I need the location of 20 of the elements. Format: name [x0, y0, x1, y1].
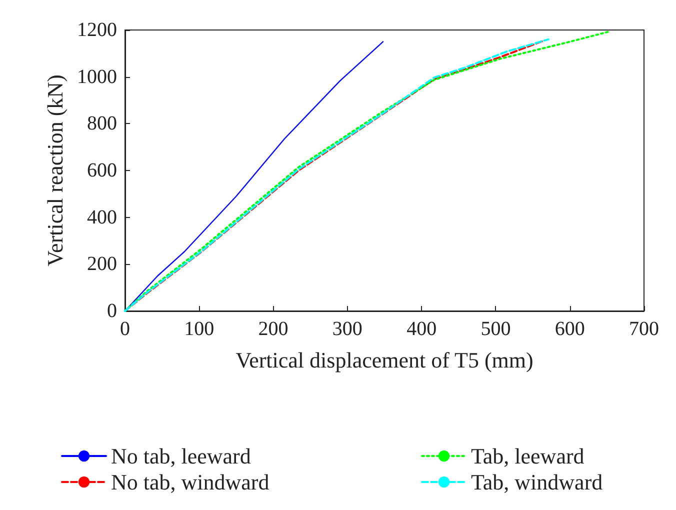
x-tick-label: 600	[554, 318, 585, 340]
y-tick-label: 800	[87, 112, 117, 135]
y-tick-label: 1000	[77, 66, 117, 88]
x-tick-label: 500	[480, 318, 511, 340]
legend-label: No tab, windward	[111, 470, 270, 494]
legend-label: Tab, windward	[471, 470, 603, 494]
x-tick-label: 100	[184, 318, 214, 340]
y-tick-label: 600	[87, 160, 117, 182]
y-tick-label: 0	[107, 300, 117, 322]
x-tick-label: 400	[406, 318, 437, 340]
y-tick-label: 200	[87, 253, 117, 276]
legend-label: No tab, leeward	[111, 444, 251, 468]
legend-label: Tab, leeward	[471, 444, 584, 468]
y-tick-label: 1200	[77, 19, 117, 41]
x-tick-label: 300	[332, 318, 362, 340]
y-tick-label: 400	[87, 206, 117, 228]
x-tick-label: 700	[629, 318, 659, 340]
x-tick-label: 200	[258, 318, 288, 340]
y-axis-title: Vertical reaction (kN)	[42, 74, 68, 266]
x-axis-title: Vertical displacement of T5 (mm)	[236, 348, 534, 372]
